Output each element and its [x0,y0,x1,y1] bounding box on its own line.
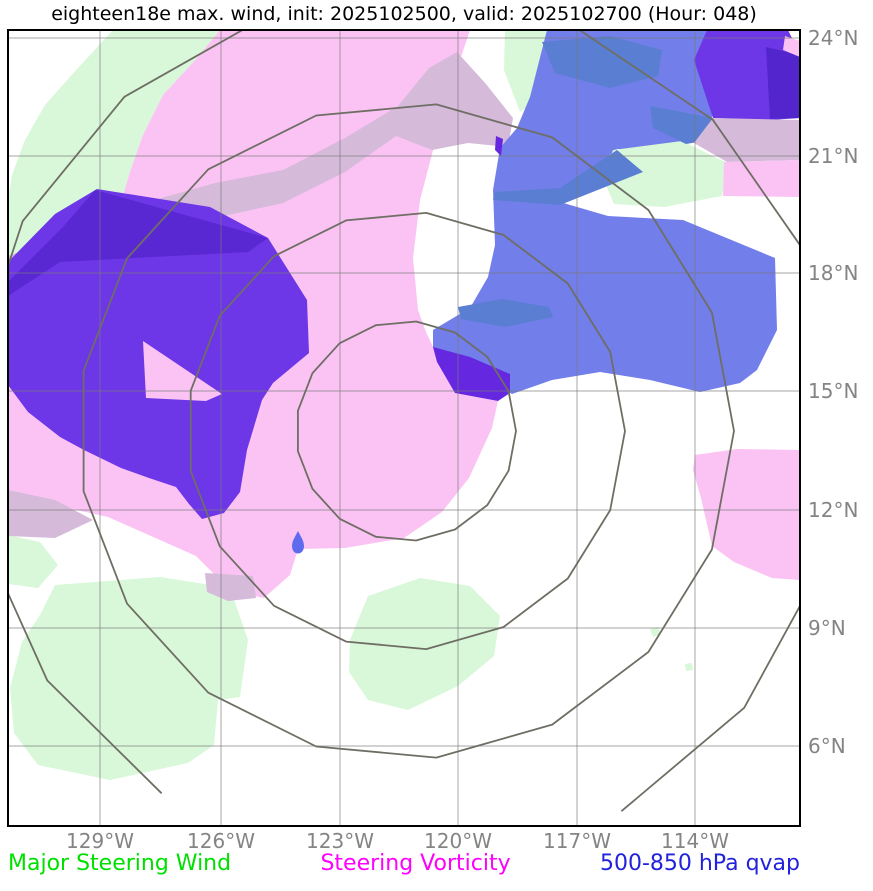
lon-tick-label: 117°W [543,829,611,853]
legend-qvap: 500-850 hPa qvap [599,851,800,876]
lat-tick-label: 12°N [808,498,858,522]
region-overlap-vort-qvap-sliver [495,136,503,156]
region-overlap-right-band [694,118,800,162]
legend-wind: Major Steering Wind [8,851,232,876]
region-overlap-left-dark-edge [8,190,268,296]
region-overlap-wind-qvap-right [650,106,713,144]
lat-tick-label: 9°N [808,616,846,640]
range-ring-1 [296,320,517,542]
lon-tick-label: 123°W [306,829,374,853]
region-vort-notch [143,341,222,401]
page-title: eighteen18e max. wind, init: 2025102500,… [51,3,757,25]
lat-tick-label: 6°N [808,734,846,758]
region-wind-left-small [8,535,58,588]
region-vort-topright-corner [783,36,800,57]
lat-tick-label: 24°N [808,26,858,50]
map-frame [7,29,801,827]
lat-tick-label: 18°N [808,261,858,285]
region-vort-right-mid [693,449,800,580]
region-overlap-topright-dark [766,47,800,119]
lon-tick-label: 114°W [661,829,729,853]
region-overlap-wind-qvap-top [542,36,662,88]
lon-tick-label: 120°W [424,829,492,853]
legend: Major Steering Wind Steering Vorticity 5… [8,851,800,876]
region-vort-right-band [723,160,800,197]
region-overlap-bottom [205,573,256,601]
regions-layer [8,30,800,780]
range-ring-2 [189,211,626,650]
lat-tick-label: 21°N [808,144,858,168]
qvap-marker-drop [292,531,304,554]
region-wind-bottom-middle [349,578,500,710]
range-ring-3 [82,103,735,759]
lon-tick-label: 126°W [187,829,255,853]
lon-tick-label: 129°W [66,829,134,853]
region-overlap-left-lower [8,490,93,538]
region-overlap-wind-qvap-lens [458,299,553,327]
region-overlap-wind-qvap-wedge [493,150,643,205]
lat-tick-label: 15°N [808,379,858,403]
region-overlap-vort-qvap-underblue [433,347,510,401]
region-wind-topleft-band [8,30,220,262]
region-wind-speck-2 [685,663,693,671]
region-wind-mid-right [603,141,727,207]
legend-vorticity: Steering Vorticity [320,851,511,876]
range-rings-layer [8,30,800,812]
